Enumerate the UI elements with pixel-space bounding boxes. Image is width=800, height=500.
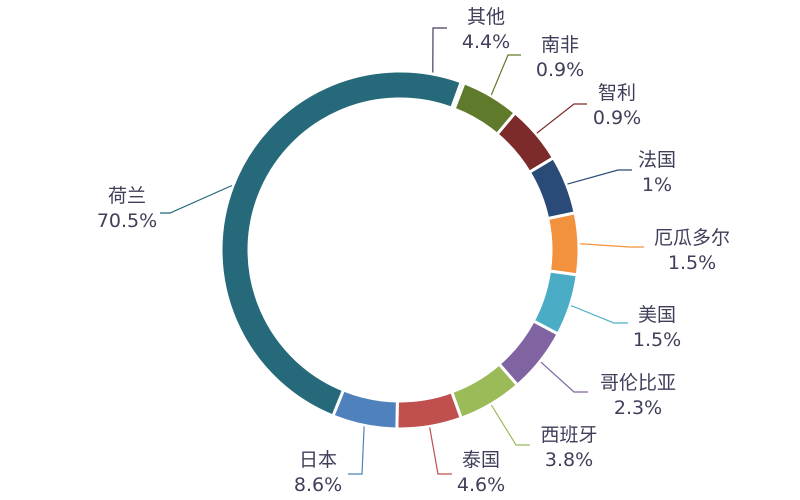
- donut-slice-slice-8: [449, 361, 520, 421]
- slice-name-label-slice-1: 其他: [467, 6, 505, 28]
- leader-line-slice-6: [570, 305, 628, 324]
- leader-line-slice-9: [429, 427, 452, 475]
- slice-value-label-slice-9: 4.6%: [457, 474, 505, 496]
- leader-line-slice-11: [160, 184, 233, 214]
- slice-name-label-slice-4: 法国: [638, 149, 676, 171]
- slice-name-label-slice-6: 美国: [638, 304, 676, 326]
- slice-name-label-slice-10: 日本: [299, 449, 337, 471]
- leader-line-slice-8: [490, 404, 530, 446]
- slice-value-label-slice-11: 70.5%: [97, 210, 157, 232]
- slice-value-label-slice-10: 8.6%: [294, 474, 342, 496]
- leader-line-slice-5: [579, 243, 644, 248]
- slice-value-label-slice-3: 0.9%: [593, 107, 641, 129]
- slice-name-label-slice-9: 泰国: [462, 449, 500, 471]
- slice-name-label-slice-11: 荷兰: [108, 185, 146, 207]
- leader-line-slice-3: [536, 103, 587, 134]
- leader-line-slice-7: [540, 361, 588, 393]
- slice-value-label-slice-5: 1.5%: [668, 252, 716, 274]
- slice-name-label-slice-3: 智利: [598, 82, 636, 104]
- slice-value-label-slice-6: 1.5%: [633, 329, 681, 351]
- leader-line-slice-10: [348, 426, 365, 475]
- leader-line-slice-4: [567, 169, 632, 185]
- slice-value-label-slice-1: 4.4%: [462, 31, 510, 53]
- donut-slice-slice-4: [527, 155, 577, 221]
- donut-slice-slice-9: [395, 389, 464, 431]
- donut-slice-slice-11: [219, 69, 464, 418]
- slice-name-label-slice-5: 厄瓜多尔: [654, 227, 730, 249]
- leader-line-slice-1: [432, 27, 447, 74]
- slice-value-label-slice-2: 0.9%: [536, 59, 584, 81]
- donut-slice-slice-5: [545, 211, 581, 277]
- slice-value-label-slice-8: 3.8%: [545, 449, 593, 471]
- slice-value-label-slice-7: 2.3%: [614, 397, 662, 419]
- slice-name-label-slice-8: 西班牙: [540, 424, 597, 446]
- slice-name-label-slice-2: 南非: [541, 34, 579, 56]
- slice-name-label-slice-7: 哥伦比亚: [600, 372, 676, 394]
- slice-value-label-slice-4: 1%: [642, 174, 672, 196]
- leader-line-slice-2: [490, 54, 521, 96]
